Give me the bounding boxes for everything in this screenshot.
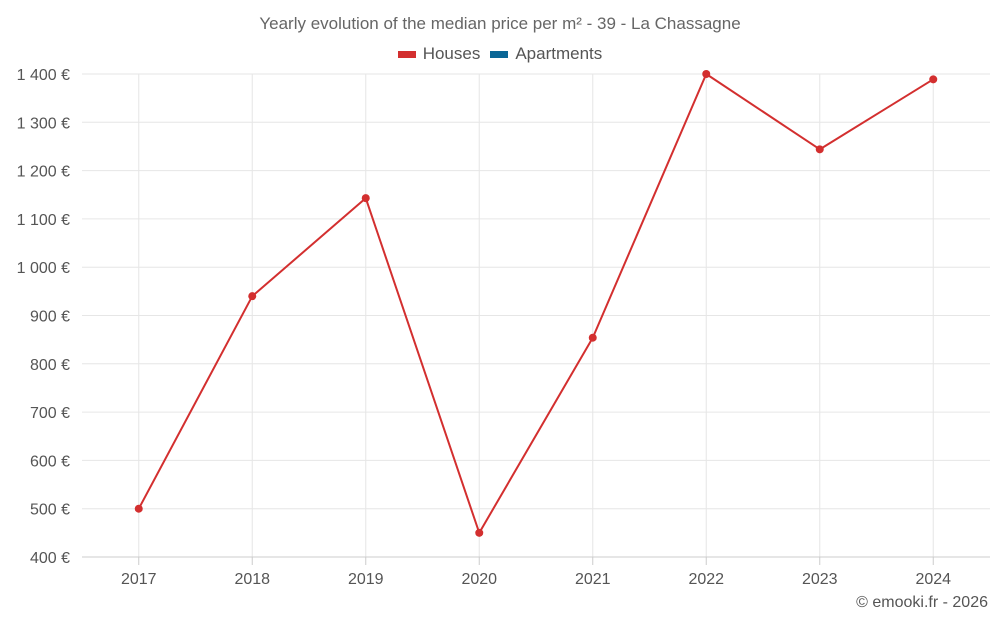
- chart-title: Yearly evolution of the median price per…: [259, 14, 741, 33]
- x-tick-label: 2024: [915, 571, 951, 588]
- y-tick-label: 400 €: [30, 550, 70, 567]
- legend-label-houses: Houses: [422, 44, 481, 63]
- data-point-houses: [475, 528, 484, 537]
- y-tick-label: 800 €: [30, 357, 70, 374]
- data-point-houses: [929, 75, 938, 84]
- x-tick-label: 2017: [121, 571, 157, 588]
- y-tick-label: 1 100 €: [17, 212, 70, 229]
- x-tick-label: 2022: [688, 571, 724, 588]
- y-tick-label: 500 €: [30, 502, 70, 519]
- data-point-houses: [588, 333, 597, 342]
- y-tick-label: 1 400 €: [17, 67, 70, 84]
- y-tick-label: 1 300 €: [17, 115, 70, 132]
- legend-item-houses[interactable]: Houses: [397, 44, 481, 64]
- y-tick-label: 700 €: [30, 405, 70, 422]
- x-tick-label: 2021: [575, 571, 611, 588]
- y-tick-label: 1 000 €: [17, 260, 70, 277]
- series-line-houses: [137, 73, 934, 534]
- copyright-credit: © emooki.fr - 2026: [856, 594, 988, 611]
- y-tick-label: 1 200 €: [17, 164, 70, 181]
- legend-label-apartments: Apartments: [515, 44, 603, 63]
- data-point-houses: [134, 504, 143, 513]
- x-tick-label: 2023: [802, 571, 838, 588]
- data-point-houses: [248, 292, 257, 301]
- legend-swatch-houses: [397, 50, 416, 58]
- legend-swatch-apartments: [490, 50, 509, 58]
- legend-item-apartments[interactable]: Apartments: [490, 44, 602, 64]
- y-tick-label: 600 €: [30, 453, 70, 470]
- x-tick-label: 2019: [348, 571, 384, 588]
- data-point-houses: [361, 194, 370, 203]
- x-tick-label: 2018: [234, 571, 270, 588]
- data-point-houses: [702, 70, 711, 78]
- legend: Houses Apartments: [0, 44, 1000, 64]
- data-point-houses: [815, 145, 824, 154]
- x-tick-label: 2020: [461, 571, 497, 588]
- y-tick-label: 900 €: [30, 309, 70, 326]
